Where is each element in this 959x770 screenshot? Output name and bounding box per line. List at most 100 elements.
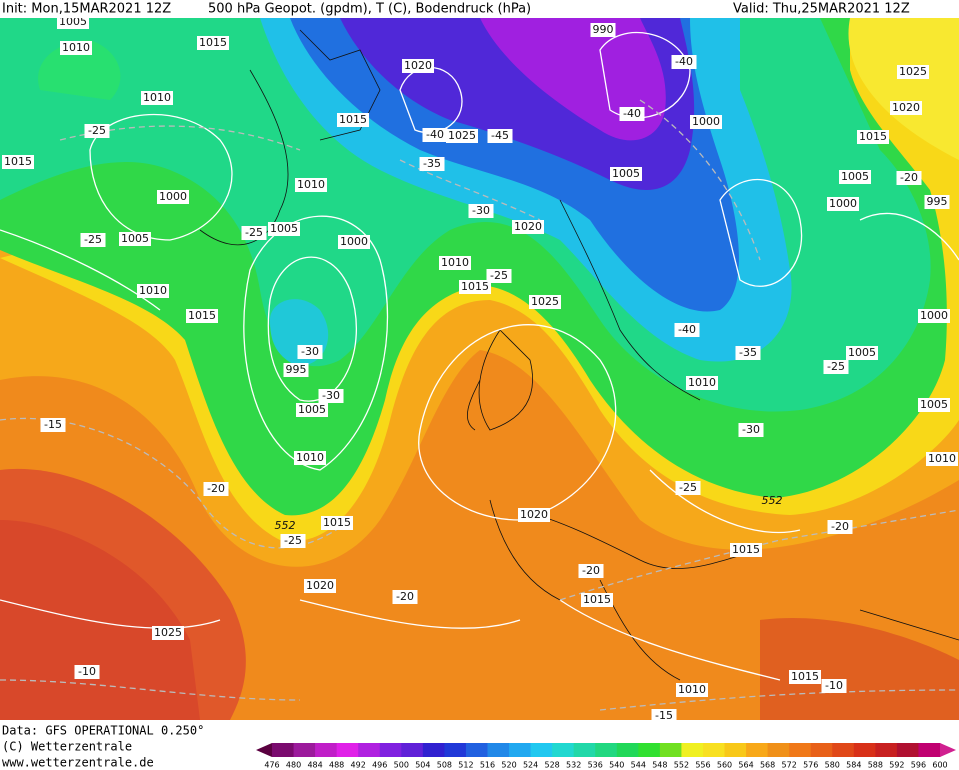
isoline-label: 1025 bbox=[531, 295, 559, 308]
label-box bbox=[897, 65, 929, 79]
isoline-label: 1015 bbox=[461, 280, 489, 293]
label-box bbox=[152, 626, 184, 640]
label-box bbox=[419, 157, 445, 171]
label-box bbox=[846, 346, 878, 360]
label-box bbox=[651, 709, 677, 723]
colorbar-tick-label: 576 bbox=[803, 761, 818, 770]
isoline-label: 1015 bbox=[4, 155, 32, 168]
label-box bbox=[730, 543, 762, 557]
label-box bbox=[827, 520, 853, 534]
label-box bbox=[468, 204, 494, 218]
isoline-label: 1020 bbox=[514, 220, 542, 233]
colorbar-tick-label: 512 bbox=[458, 761, 473, 770]
label-box bbox=[610, 167, 642, 181]
isoline-label: 995 bbox=[927, 195, 948, 208]
isoline-label: 1025 bbox=[154, 626, 182, 639]
colorbar-tick-label: 476 bbox=[264, 761, 279, 770]
product-title: 500 hPa Geopot. (gpdm), T (C), Bodendruc… bbox=[208, 2, 531, 17]
colorbar-tick-label: 572 bbox=[782, 761, 797, 770]
label-box bbox=[735, 346, 761, 360]
colorbar-swatch bbox=[702, 743, 726, 757]
colorbar-swatch bbox=[401, 743, 424, 757]
label-box bbox=[590, 23, 616, 37]
label-box bbox=[446, 129, 478, 143]
colorbar-tick-label: 524 bbox=[523, 761, 538, 770]
label-box bbox=[57, 15, 89, 29]
height-label: 552 bbox=[762, 494, 783, 507]
colorbar-swatch bbox=[487, 743, 510, 757]
colorbar-tick-label: 516 bbox=[480, 761, 495, 770]
isoline-label: 1015 bbox=[791, 670, 819, 683]
isoline-label: -25 bbox=[245, 226, 263, 239]
isoline-label: 1015 bbox=[583, 593, 611, 606]
label-box bbox=[304, 579, 336, 593]
label-box bbox=[280, 534, 306, 548]
isoline-label: 1025 bbox=[899, 65, 927, 78]
colorbar-tick-label: 552 bbox=[674, 761, 689, 770]
colorbar-swatch bbox=[875, 743, 898, 757]
label-box bbox=[674, 323, 700, 337]
label-box bbox=[321, 516, 353, 530]
isoline-label: -40 bbox=[678, 323, 696, 336]
isoline-label: 1025 bbox=[448, 129, 476, 142]
isoline-label: 1020 bbox=[520, 508, 548, 521]
label-box bbox=[487, 129, 513, 143]
label-box bbox=[918, 309, 950, 323]
label-box bbox=[84, 124, 110, 138]
label-box bbox=[197, 36, 229, 50]
isoline-label: -25 bbox=[679, 481, 697, 494]
colorbar-swatch bbox=[595, 743, 618, 757]
isoline-label: 1005 bbox=[121, 232, 149, 245]
isoline-label: -40 bbox=[675, 55, 693, 68]
label-box bbox=[74, 665, 100, 679]
label-box bbox=[676, 683, 708, 697]
isoline-label: 1010 bbox=[297, 178, 325, 191]
colorbar-tick-label: 532 bbox=[566, 761, 581, 770]
colorbar-tick-label: 520 bbox=[501, 761, 516, 770]
colorbar-swatch bbox=[552, 743, 575, 757]
isoline-label: 1015 bbox=[188, 309, 216, 322]
isoline-label: -20 bbox=[900, 171, 918, 184]
colorbar-swatch bbox=[789, 743, 812, 757]
label-box bbox=[459, 280, 491, 294]
label-box bbox=[512, 220, 544, 234]
label-box bbox=[924, 195, 950, 209]
isoline-label: 1020 bbox=[404, 59, 432, 72]
label-box bbox=[738, 423, 764, 437]
label-box bbox=[392, 590, 418, 604]
label-box bbox=[671, 55, 697, 69]
isoline-label: -35 bbox=[739, 346, 757, 359]
isoline-label: 1005 bbox=[841, 170, 869, 183]
colorbar-swatch bbox=[638, 743, 661, 757]
label-box bbox=[338, 235, 370, 249]
label-box bbox=[137, 284, 169, 298]
label-box bbox=[890, 101, 922, 115]
colorbar-swatch bbox=[746, 743, 769, 757]
isoline-label: 1005 bbox=[270, 222, 298, 235]
colorbar-swatch bbox=[315, 743, 338, 757]
label-box bbox=[297, 345, 323, 359]
isoline-label: -25 bbox=[84, 233, 102, 246]
isoline-label: 1000 bbox=[829, 197, 857, 210]
isoline-label: -25 bbox=[490, 269, 508, 282]
colorbar-tick-label: 496 bbox=[372, 761, 387, 770]
isoline-label: 1015 bbox=[339, 113, 367, 126]
colorbar-end bbox=[256, 743, 272, 757]
colorbar-tick-label: 488 bbox=[329, 761, 344, 770]
colorbar-swatch bbox=[509, 743, 532, 757]
isoline-label: 1020 bbox=[306, 579, 334, 592]
isoline-label: -40 bbox=[426, 128, 444, 141]
label-box bbox=[690, 115, 722, 129]
label-box bbox=[60, 41, 92, 55]
isoline-label: 1005 bbox=[612, 167, 640, 180]
colorbar-tick-label: 584 bbox=[846, 761, 861, 770]
label-box bbox=[896, 171, 922, 185]
label-box bbox=[619, 107, 645, 121]
isoline-label: 1000 bbox=[159, 190, 187, 203]
isoline-label: 1005 bbox=[59, 15, 87, 28]
isoline-label: 1000 bbox=[340, 235, 368, 248]
label-box bbox=[789, 670, 821, 684]
isoline-label: 1010 bbox=[441, 256, 469, 269]
